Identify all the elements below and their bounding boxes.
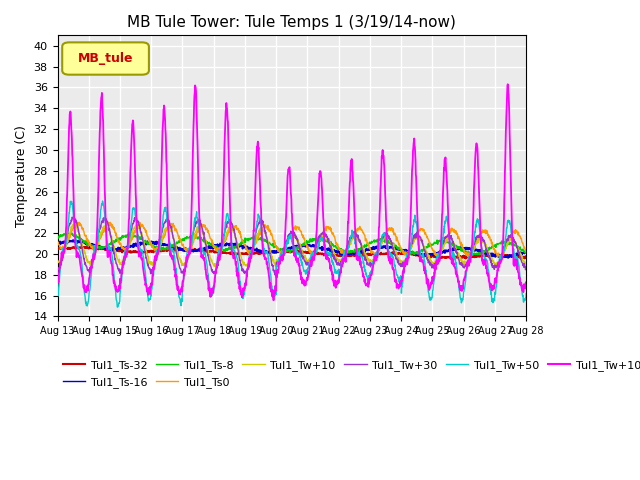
Title: MB Tule Tower: Tule Temps 1 (3/19/14-now): MB Tule Tower: Tule Temps 1 (3/19/14-now… <box>127 15 456 30</box>
FancyBboxPatch shape <box>62 42 149 75</box>
Y-axis label: Temperature (C): Temperature (C) <box>15 125 28 227</box>
Legend: Tul1_Ts-32, Tul1_Ts-16, Tul1_Ts-8, Tul1_Ts0, Tul1_Tw+10, Tul1_Tw+30, Tul1_Tw+50,: Tul1_Ts-32, Tul1_Ts-16, Tul1_Ts-8, Tul1_… <box>58 356 640 392</box>
Text: MB_tule: MB_tule <box>78 52 134 65</box>
